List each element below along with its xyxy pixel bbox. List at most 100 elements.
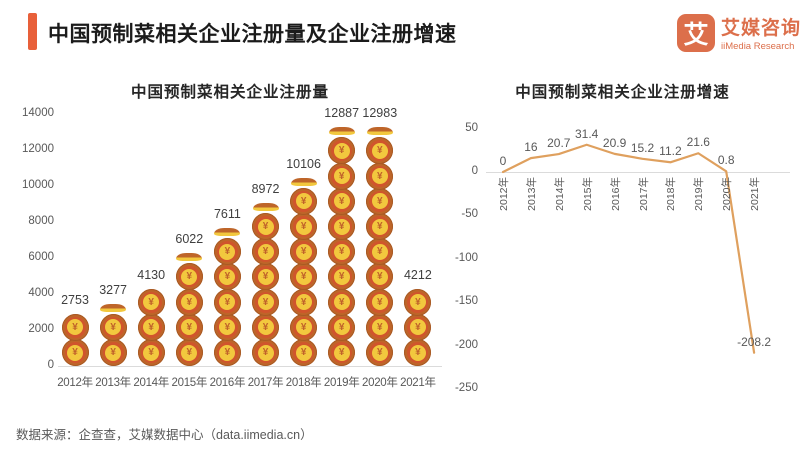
bar-value-label: 8972 [251,181,280,196]
coin-glyph-icon: ¥ [338,145,345,157]
coin-glyph-icon: ¥ [262,246,269,258]
coin-icon: ¥ [366,288,394,316]
line-x-axis-label: 2020年 [721,177,734,211]
growth-line-chart: 中国预制菜相关企业注册增速 50 0 -50 -100 -150 -200 -250 0 201… [450,78,795,423]
coin-glyph-icon: ¥ [110,347,116,358]
line-data-label: 20.9 [602,135,627,150]
coin-icon: ¥ [175,339,203,366]
iimedia-logo: 艾 艾媒咨询 iiMedia Research [677,13,800,52]
line-data-label: 31.4 [575,126,599,141]
bar-y-axis-tick: 6000 [28,251,54,263]
coin-glyph-icon: ¥ [148,321,154,333]
coin-glyph-icon: ¥ [338,296,345,308]
coin-glyph-icon: ¥ [300,195,307,207]
coin-icon: ¥ [290,263,318,291]
coin-icon: ¥ [252,263,279,291]
coin-icon: ¥ [252,238,279,266]
coin-icon: ¥ [404,339,432,366]
bar-value-label: 4212 [403,267,432,282]
line-chart-title: 中国预制菜相关企业注册增速 [515,84,730,101]
line-x-axis-label: 2013年 [525,177,538,211]
coin-icon: ¥ [213,313,241,341]
coin-icon: ¥ [366,187,394,215]
coin-glyph-icon: ¥ [300,296,307,308]
bar-y-axis-tick: 8000 [28,215,54,227]
line-data-label: 16 [524,140,538,155]
coin-icon: ¥ [213,339,241,366]
coin-icon: ¥ [252,213,279,240]
coin-icon: ¥ [290,213,318,240]
line-x-axis-label: 2015年 [581,177,594,211]
bar-chart-title: 中国预制菜相关企业注册量 [130,84,329,101]
bar-x-axis-label: 2016年 [209,377,246,389]
bar-x-axis-label: 2018年 [285,377,322,389]
page-title: 中国预制菜相关企业注册量及企业注册增速 [48,23,457,46]
coin-glyph-icon: ¥ [224,271,231,283]
coin-icon: ¥ [366,137,394,165]
coin-icon: ¥ [328,213,356,240]
line-y-axis-tick: 0 [471,165,478,177]
coin-icon: ¥ [99,339,127,366]
line-y-axis-tick: -250 [454,382,478,394]
coin-icon: ¥ [252,339,279,366]
coin-icon: ¥ [366,339,394,366]
line-x-axis-label: 2017年 [637,177,650,211]
coin-glyph-icon: ¥ [377,145,383,157]
bar-value-label: 3277 [99,282,127,297]
coin-icon: ¥ [366,238,394,266]
line-data-label: -208.2 [737,334,772,349]
coin-glyph-icon: ¥ [186,271,193,283]
coin-icon: ¥ [328,339,356,366]
coin-glyph-icon: ¥ [148,347,154,358]
coin-icon: ¥ [404,313,432,341]
line-data-label: 21.6 [686,135,710,150]
line-data-label: 0.8 [717,153,735,168]
bar-value-label: 10106 [286,156,321,171]
coin-icon: ¥ [328,187,356,215]
coin-icon: ¥ [290,288,318,316]
line-data-label: 11.2 [659,144,682,159]
line-y-axis-tick: -50 [461,208,478,221]
coin-glyph-icon: ¥ [338,271,345,283]
coin-glyph-icon: ¥ [377,296,383,308]
bar-value-label: 12983 [362,106,398,121]
coin-glyph-icon: ¥ [224,296,231,308]
coin-glyph-icon: ¥ [186,296,193,308]
coin-icon: ¥ [252,288,279,316]
coin-partial-icon [176,253,203,262]
coin-partial-icon [366,127,393,136]
zero-gridline [486,172,790,173]
bar-y-axis-tick: 12000 [22,143,54,155]
coin-glyph-icon: ¥ [415,296,421,308]
coin-icon: ¥ [328,288,356,316]
coin-glyph-icon: ¥ [338,195,345,207]
coin-glyph-icon: ¥ [300,271,307,283]
line-y-axis-tick: 50 [465,121,478,134]
coin-partial-icon [290,177,317,186]
line-y-axis-tick: -100 [454,251,478,264]
iimedia-logo-text: 艾媒咨询 iiMedia Research [721,13,800,52]
coin-glyph-icon: ¥ [72,321,78,333]
coin-icon: ¥ [366,263,394,291]
logo-name-cn: 艾媒咨询 [721,18,800,39]
coin-icon: ¥ [366,162,394,190]
coin-icon: ¥ [328,313,356,341]
coin-icon: ¥ [328,137,356,165]
coin-glyph-icon: ¥ [262,221,269,232]
coin-glyph-icon: ¥ [377,347,383,358]
coin-icon: ¥ [328,162,356,190]
coin-glyph-icon: ¥ [338,170,345,182]
coin-icon: ¥ [290,313,318,341]
coin-glyph-icon: ¥ [377,271,383,283]
line-data-label: 15.2 [630,140,655,155]
line-x-axis-label: 2012年 [498,177,510,211]
coin-icon: ¥ [61,313,89,341]
coin-glyph-icon: ¥ [377,221,383,232]
coin-glyph-icon: ¥ [224,246,231,258]
coin-glyph-icon: ¥ [186,347,193,358]
coin-icon: ¥ [252,313,279,341]
bar-y-axis-tick: 0 [47,359,54,371]
coin-partial-icon [100,303,127,312]
coin-partial-icon [214,228,241,236]
bar-x-axis-label: 2021年 [400,377,436,389]
